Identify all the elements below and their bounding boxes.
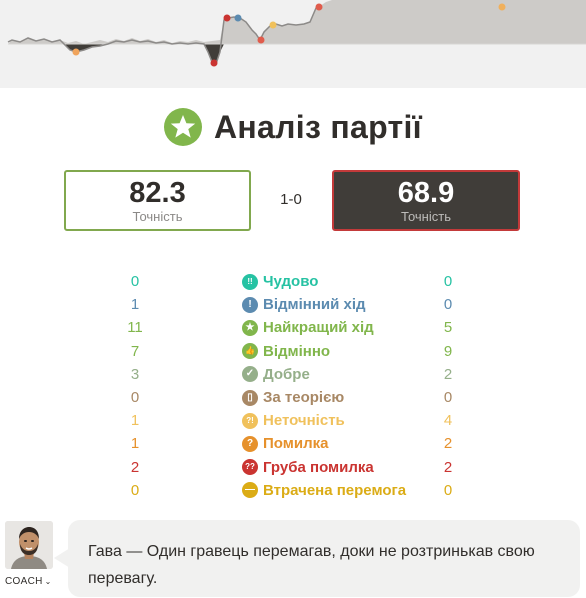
missed-win-icon: — xyxy=(242,482,258,499)
classification-label: !! Чудово xyxy=(242,273,318,290)
classification-label: ★ Найкращий хід xyxy=(242,319,374,336)
best-move-icon: ★ xyxy=(242,319,258,336)
classification-text: Відмінний хід xyxy=(263,296,366,314)
evaluation-graph-svg xyxy=(0,0,586,88)
great-move-icon: ! xyxy=(242,296,258,313)
classification-text: Груба помилка xyxy=(263,458,374,476)
classification-text: Втрачена перемога xyxy=(263,481,407,499)
evaluation-graph[interactable] xyxy=(0,0,586,88)
stat-row-excellent[interactable]: 7 👍 Відмінно 9 xyxy=(0,340,586,363)
classification-text: Відмінно xyxy=(263,342,331,360)
black-count: 0 xyxy=(443,273,453,290)
stat-row-brilliant[interactable]: 0!! Чудово 0 xyxy=(0,270,586,293)
classification-label: ?! Неточність xyxy=(242,412,345,429)
classification-text: Неточність xyxy=(263,412,345,430)
stat-row-good[interactable]: 3 ✓ Добре 2 xyxy=(0,363,586,386)
black-accuracy-label: Точність xyxy=(401,208,451,224)
good-icon: ✓ xyxy=(242,366,258,383)
white-advantage-area xyxy=(8,0,586,44)
black-count: 2 xyxy=(443,458,453,476)
classification-text: Найкращий хід xyxy=(263,319,374,337)
white-count: 0 xyxy=(130,481,140,499)
white-count: 3 xyxy=(130,365,140,383)
black-count: 0 xyxy=(443,481,453,499)
brilliant-icon: !! xyxy=(242,273,258,290)
book-icon: ▯ xyxy=(242,389,258,406)
black-count: 9 xyxy=(443,342,453,360)
stat-row-book[interactable]: 0 ▯ За теорією 0 xyxy=(0,386,586,409)
graph-marker-inaccuracy[interactable] xyxy=(269,21,277,29)
black-count: 2 xyxy=(443,365,453,383)
classification-text: Помилка xyxy=(263,435,329,453)
classification-text: Чудово xyxy=(263,273,319,290)
white-count: 7 xyxy=(130,342,140,360)
classification-label: — Втрачена перемога xyxy=(242,482,406,499)
black-count: 5 xyxy=(443,319,453,337)
stat-row-missed-win[interactable]: 0 — Втрачена перемога 0 xyxy=(0,479,586,502)
white-count: 0 xyxy=(130,389,140,406)
coach-avatar[interactable] xyxy=(5,521,53,569)
graph-marker-inaccuracy[interactable] xyxy=(498,3,506,11)
black-count: 4 xyxy=(443,412,453,430)
classification-label: ! Відмінний хід xyxy=(242,296,366,313)
classification-label: ▯ За теорією xyxy=(242,389,344,406)
mistake-icon: ? xyxy=(242,435,258,452)
stat-row-best[interactable]: 11 ★ Найкращий хід 5 xyxy=(0,316,586,339)
inaccuracy-icon: ?! xyxy=(242,412,258,429)
black-accuracy-card: 68.9 Точність xyxy=(332,170,520,231)
classification-text: За теорією xyxy=(263,389,345,406)
coach-label: COACH xyxy=(5,576,43,587)
title-row: Аналіз партії xyxy=(0,106,586,148)
blunder-icon: ?? xyxy=(242,459,258,476)
white-accuracy-label: Точність xyxy=(132,208,183,224)
black-count: 0 xyxy=(443,296,453,314)
classification-label: ?? Груба помилка xyxy=(242,459,374,476)
black-count: 2 xyxy=(443,435,453,453)
graph-marker-blunder[interactable] xyxy=(210,59,218,67)
black-advantage-dip-2 xyxy=(204,44,224,64)
stat-row-inaccuracy[interactable]: 1?! Неточність 4 xyxy=(0,409,586,432)
white-count: 11 xyxy=(127,319,143,337)
black-count: 0 xyxy=(443,389,453,406)
coach-panel: COACH ⌄ Гава — Один гравець перемагав, до… xyxy=(0,518,586,598)
white-count: 1 xyxy=(130,412,140,430)
stat-row-great[interactable]: 1! Відмінний хід 0 xyxy=(0,293,586,316)
white-accuracy-value: 82.3 xyxy=(129,176,186,209)
page-title: Аналіз партії xyxy=(214,108,422,145)
white-count: 2 xyxy=(130,458,140,476)
excellent-icon: 👍 xyxy=(242,343,258,360)
stat-row-mistake[interactable]: 1? Помилка 2 xyxy=(0,432,586,455)
speech-bubble-tail xyxy=(54,548,70,568)
white-count: 0 xyxy=(130,273,140,290)
coach-message: Гава — Один гравець перемагав, доки не р… xyxy=(88,543,535,587)
star-icon xyxy=(164,108,203,146)
chevron-down-icon: ⌄ xyxy=(44,577,52,586)
graph-marker-inaccuracy[interactable] xyxy=(72,48,80,56)
classification-text: Добре xyxy=(263,365,310,383)
classification-label: ? Помилка xyxy=(242,435,328,452)
white-accuracy-card: 82.3 Точність xyxy=(64,170,251,231)
stat-row-blunder[interactable]: 2?? Груба помилка 2 xyxy=(0,456,586,479)
graph-marker-blunder[interactable] xyxy=(223,14,231,22)
white-count: 1 xyxy=(130,296,140,314)
coach-selector[interactable]: COACH ⌄ xyxy=(5,576,52,587)
coach-message-bubble: Гава — Один гравець перемагав, доки не р… xyxy=(68,520,580,597)
graph-marker-mistake[interactable] xyxy=(315,3,323,11)
classification-label: ✓ Добре xyxy=(242,366,310,383)
classification-label: 👍 Відмінно xyxy=(242,343,330,360)
graph-marker-mistake[interactable] xyxy=(257,36,265,44)
black-accuracy-value: 68.9 xyxy=(397,176,455,209)
white-count: 1 xyxy=(130,435,140,453)
graph-marker-great[interactable] xyxy=(234,14,242,22)
game-score: 1-0 xyxy=(280,191,302,208)
